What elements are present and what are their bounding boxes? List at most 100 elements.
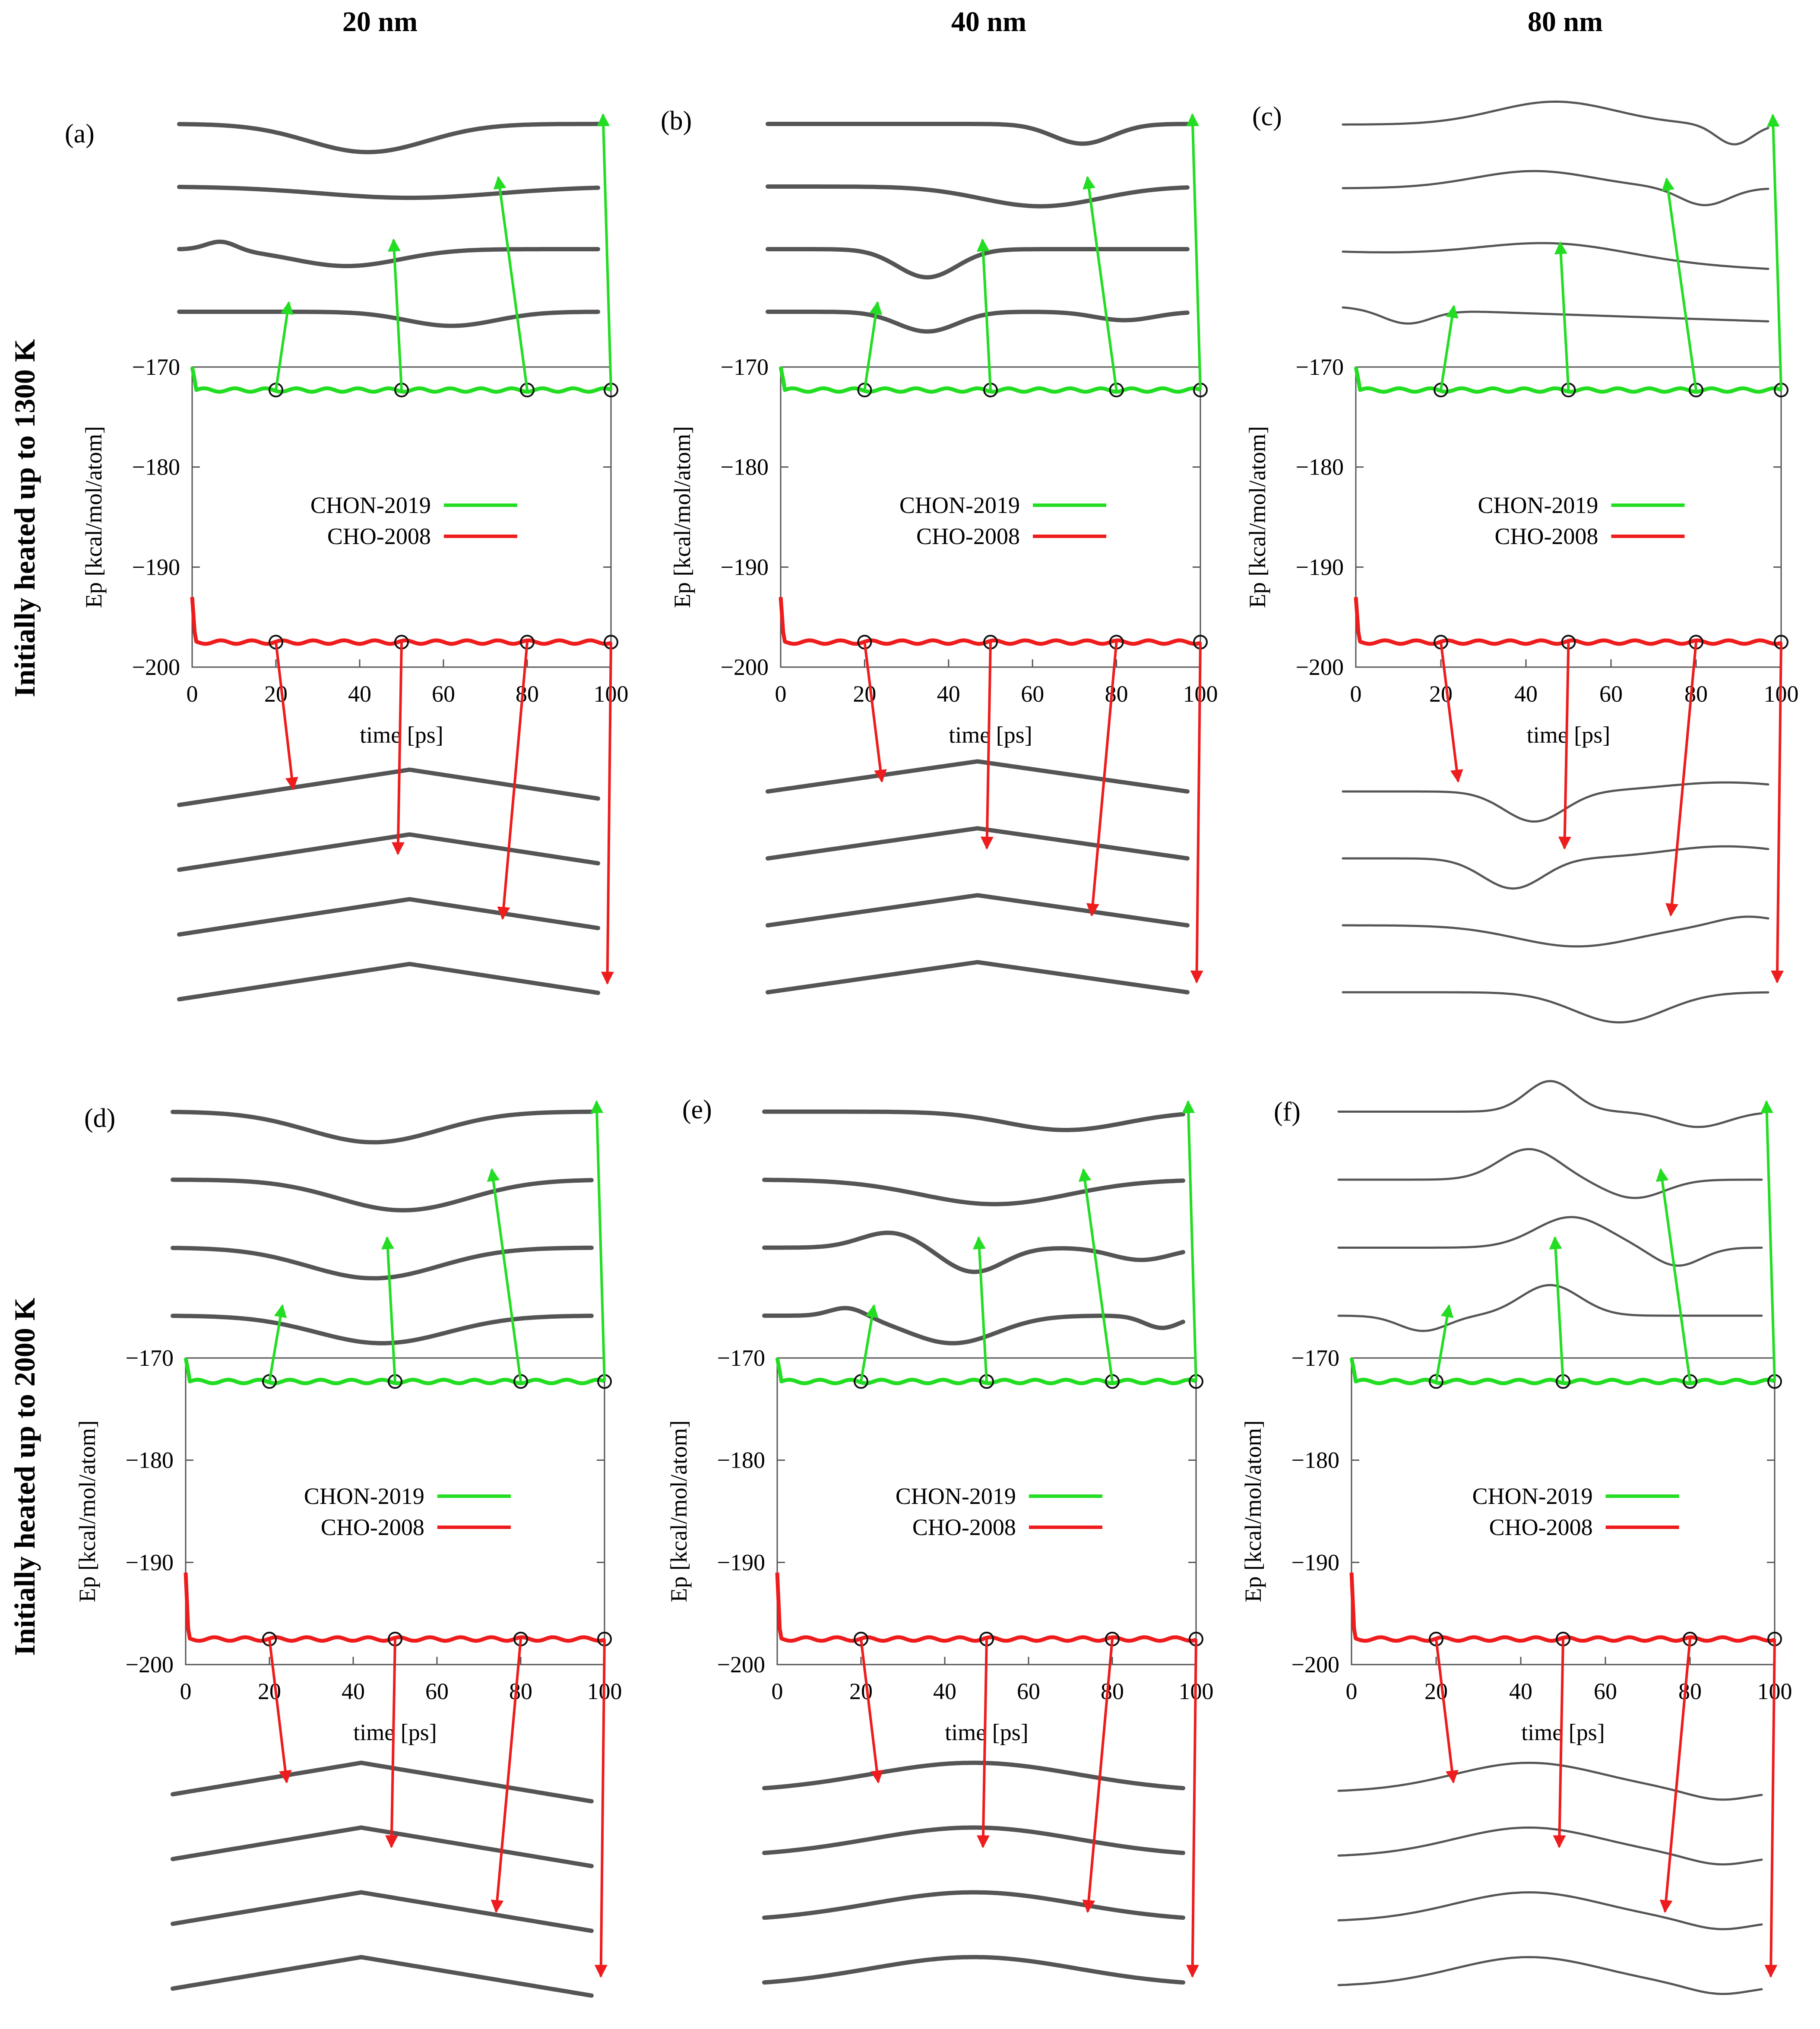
snapshot-profile-top — [762, 1230, 1185, 1274]
snapshot-arrow-chon — [1760, 1100, 1776, 1382]
legend-label: CHO-2008 — [1494, 523, 1598, 549]
snapshot-profile-bot — [1342, 781, 1769, 823]
x-axis-label: time [ps] — [945, 1719, 1028, 1745]
row-title-2000k: Initially heated up to 2000 K — [8, 1298, 41, 1655]
snapshot-profile-bot — [762, 1760, 1185, 1791]
legend-label: CHON-2019 — [896, 1483, 1016, 1509]
x-tick-label: 40 — [342, 1678, 365, 1704]
panel-label: (f) — [1274, 1097, 1301, 1127]
legend-label: CHO-2008 — [1489, 1514, 1593, 1540]
snapshot-profile-bot — [1337, 1826, 1763, 1866]
y-tick-label: −180 — [1296, 454, 1344, 480]
snapshot-profile-top — [177, 310, 600, 328]
snapshot-profile-bot — [1342, 991, 1769, 1024]
snapshot-arrow-cho — [268, 1639, 292, 1784]
snapshot-arrow-cho — [601, 642, 614, 985]
snapshot-arrow-cho — [980, 642, 994, 850]
snapshot-arrow-chon — [487, 1168, 522, 1382]
y-tick-label: −200 — [1296, 654, 1344, 680]
snapshot-arrow-cho — [1435, 1639, 1459, 1784]
x-tick-label: 0 — [180, 1678, 192, 1704]
y-tick-label: −200 — [126, 1652, 174, 1678]
snapshot-arrow-cho — [1659, 1639, 1691, 1913]
x-tick-label: 80 — [1684, 681, 1708, 707]
series-line-chon-2019 — [1354, 367, 1782, 394]
legend-label: CHON-2019 — [304, 1483, 424, 1509]
x-tick-label: 60 — [1017, 1678, 1040, 1704]
snapshot-arrow-chon — [1083, 176, 1118, 390]
snapshot-profile-top — [171, 1245, 594, 1281]
legend-label: CHON-2019 — [1472, 1483, 1593, 1509]
snapshot-arrow-cho — [1771, 642, 1784, 984]
x-tick-label: 40 — [348, 681, 371, 707]
y-tick-label: −180 — [717, 1447, 765, 1473]
x-axis-label: time [ps] — [1521, 1719, 1605, 1745]
snapshot-arrow-chon — [1182, 1100, 1197, 1382]
snapshot-profile-bot — [177, 962, 600, 1002]
series-line-cho-2008 — [190, 597, 612, 646]
snapshot-profile-bot — [766, 826, 1190, 861]
y-tick-label: −200 — [717, 1652, 765, 1678]
legend-label: CHON-2019 — [1478, 492, 1598, 518]
snapshot-arrow-chon — [1549, 1236, 1564, 1382]
y-tick-label: −190 — [717, 1549, 765, 1575]
y-axis-label: Ep [kcal/mol/atom] — [81, 426, 107, 608]
snapshot-profile-top — [1342, 306, 1769, 325]
snapshot-arrow-cho — [863, 642, 887, 783]
x-tick-label: 0 — [1346, 1678, 1358, 1704]
x-tick-label: 60 — [1594, 1678, 1617, 1704]
legend-label: CHON-2019 — [310, 492, 431, 518]
snapshot-arrow-chon — [590, 1100, 606, 1382]
panel-label: (d) — [84, 1104, 115, 1133]
y-tick-label: −200 — [132, 654, 180, 680]
snapshot-profile-top — [766, 247, 1190, 280]
snapshot-profile-top — [171, 1314, 594, 1345]
y-tick-label: −190 — [1296, 554, 1344, 580]
snapshot-arrow-chon — [493, 176, 529, 390]
panel-d: (d)−170−180−190−200020406080100time [ps]… — [74, 1100, 622, 1998]
series-line-chon-2019 — [775, 1358, 1197, 1386]
legend-label: CHO-2008 — [916, 523, 1020, 549]
panel-b: (b)−170−180−190−200020406080100time [ps]… — [661, 106, 1218, 994]
snapshot-arrow-cho — [1665, 642, 1697, 917]
snapshot-arrow-chon — [976, 238, 992, 390]
snapshot-profile-top — [1337, 1080, 1763, 1128]
panel-label: (a) — [65, 119, 95, 149]
x-tick-label: 0 — [775, 681, 787, 707]
y-tick-label: −190 — [126, 1549, 174, 1575]
plot-frame — [776, 1357, 1197, 1665]
snapshot-profile-top — [762, 1109, 1185, 1132]
y-axis-label: Ep [kcal/mol/atom] — [666, 1420, 692, 1602]
snapshot-arrow-chon — [1440, 304, 1459, 390]
x-tick-label: 40 — [933, 1678, 956, 1704]
snapshot-arrow-chon — [1662, 177, 1697, 390]
snapshot-arrow-chon — [1435, 1304, 1454, 1382]
snapshot-profile-top — [766, 184, 1190, 209]
snapshot-profile-top — [762, 1178, 1185, 1206]
series-line-cho-2008 — [1354, 597, 1782, 646]
snapshot-arrow-chon — [860, 1304, 879, 1382]
x-axis-label: time [ps] — [353, 1719, 437, 1745]
snapshot-profile-bot — [177, 897, 600, 937]
column-title-40nm: 40 nm — [951, 6, 1026, 38]
x-axis-label: time [ps] — [949, 722, 1032, 748]
snapshot-arrow-cho — [1764, 1639, 1778, 1978]
panels: (a)−170−180−190−200020406080100time [ps]… — [65, 100, 1799, 1998]
snapshot-arrow-cho — [594, 1639, 608, 1978]
x-tick-label: 40 — [1509, 1678, 1532, 1704]
snapshot-profile-bot — [766, 759, 1190, 794]
legend-label: CHON-2019 — [899, 492, 1020, 518]
series-line-chon-2019 — [1349, 1358, 1776, 1386]
snapshot-arrow-cho — [1190, 642, 1203, 984]
snapshot-profile-top — [766, 122, 1190, 146]
snapshot-profile-bot — [177, 767, 600, 807]
snapshot-arrow-cho — [1186, 1639, 1199, 1978]
x-tick-label: 80 — [1678, 1678, 1702, 1704]
snapshot-profile-bot — [171, 1955, 594, 1998]
panel-label: (e) — [682, 1095, 712, 1124]
y-tick-label: −190 — [132, 554, 180, 580]
snapshot-arrow-chon — [1554, 241, 1570, 390]
snapshot-arrow-chon — [381, 1236, 396, 1382]
snapshot-profile-top — [766, 310, 1190, 334]
